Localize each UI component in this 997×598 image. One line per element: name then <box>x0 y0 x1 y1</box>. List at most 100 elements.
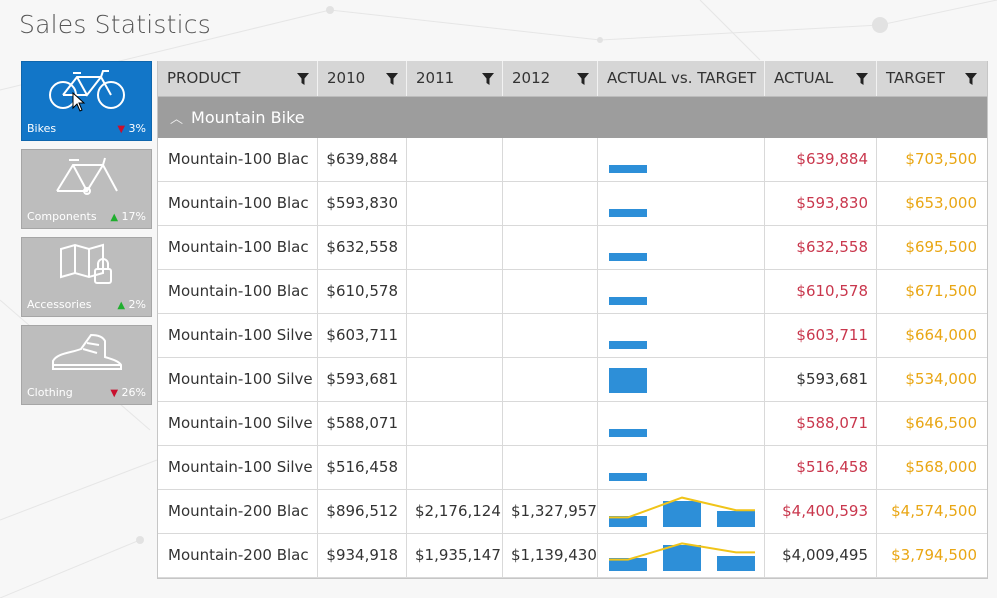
table-row[interactable]: Mountain-100 Blac $632,558 $632,558 $695,50… <box>158 226 987 270</box>
column-header-label: PRODUCT <box>167 69 241 87</box>
column-header-actual[interactable]: ACTUAL <box>765 61 877 96</box>
sparkline-line <box>609 496 755 519</box>
cell-product: Mountain-100 Blac <box>158 138 318 182</box>
cell-target: $671,500 <box>905 282 977 300</box>
grid-body: Mountain-100 Blac $639,884 $639,884 $703,50… <box>158 138 987 578</box>
bike-frame-icon <box>56 157 118 195</box>
cell-2011 <box>407 402 503 446</box>
tile-change: ▼ 3% <box>117 122 146 135</box>
cell-2011 <box>407 138 503 182</box>
table-row[interactable]: Mountain-100 Silve $593,681 $593,681 $534,0… <box>158 358 987 402</box>
sparkline-bar <box>609 297 647 305</box>
sparkline-bar <box>609 209 647 217</box>
cell-2011 <box>407 314 503 358</box>
tile-change: ▲ 2% <box>117 298 146 311</box>
table-row[interactable]: Mountain-100 Blac $639,884 $639,884 $703,50… <box>158 138 987 182</box>
cell-actual: $4,009,495 <box>765 534 877 578</box>
column-header-2010[interactable]: 2010 <box>318 61 407 96</box>
column-header-2011[interactable]: 2011 <box>407 61 503 96</box>
up-triangle-icon: ▲ <box>110 212 119 223</box>
sparkline-bar <box>609 165 647 173</box>
cell-2010: $639,884 <box>318 138 407 182</box>
cell-product: Mountain-100 Silve <box>158 446 318 490</box>
filter-icon[interactable] <box>297 73 309 85</box>
sparkline-bar <box>663 545 701 571</box>
filter-icon[interactable] <box>482 73 494 85</box>
column-header-label: 2011 <box>416 69 455 87</box>
tile-change: ▼ 26% <box>110 386 146 399</box>
table-row[interactable]: Mountain-200 Blac $934,918 $1,935,147 $1,13… <box>158 534 987 578</box>
table-row[interactable]: Mountain-200 Blac $896,512 $2,176,124 $1,32… <box>158 490 987 534</box>
sparkline-bar <box>609 341 647 349</box>
cell-product: Mountain-100 Silve <box>158 358 318 402</box>
cell-actual-vs-target <box>598 182 765 226</box>
group-label: Mountain Bike <box>191 108 305 127</box>
sparkline-bar <box>717 556 755 571</box>
tile-components[interactable]: Components ▲ 17% <box>21 149 152 229</box>
cell-actual-vs-target <box>598 402 765 446</box>
cell-actual: $632,558 <box>765 226 877 270</box>
page-title: Sales Statistics <box>19 10 211 39</box>
sparkline-chart <box>609 473 647 481</box>
table-row[interactable]: Mountain-100 Silve $588,071 $588,071 $646,5… <box>158 402 987 446</box>
cell-actual: $588,071 <box>765 402 877 446</box>
cell-2010: $593,830 <box>318 182 407 226</box>
cell-product: Mountain-100 Blac <box>158 226 318 270</box>
table-row[interactable]: Mountain-100 Blac $610,578 $610,578 $671,50… <box>158 270 987 314</box>
cell-product: Mountain-200 Blac <box>158 534 318 578</box>
cell-2010: $603,711 <box>318 314 407 358</box>
cell-2012: $1,327,957 <box>503 490 598 534</box>
filter-icon[interactable] <box>386 73 398 85</box>
sparkline-chart <box>609 429 647 437</box>
sneaker-icon <box>52 333 122 370</box>
sparkline-bar <box>609 253 647 261</box>
down-triangle-icon: ▼ <box>110 388 119 399</box>
cell-product: Mountain-100 Blac <box>158 270 318 314</box>
column-header-actual-vs-target[interactable]: ACTUAL vs. TARGET <box>598 61 765 96</box>
cell-2012 <box>503 358 598 402</box>
chevron-up-icon[interactable]: ︿ <box>170 112 184 127</box>
column-header-label: TARGET <box>886 69 945 87</box>
cell-2011 <box>407 270 503 314</box>
filter-icon[interactable] <box>577 73 589 85</box>
tile-bikes[interactable]: Bikes ▼ 3% <box>21 61 152 141</box>
sales-grid: PRODUCT 2010 2011 2012 ACTUAL vs. TARGET… <box>157 61 988 579</box>
cell-actual: $603,711 <box>765 314 877 358</box>
tile-clothing[interactable]: Clothing ▼ 26% <box>21 325 152 405</box>
category-tiles: Bikes ▼ 3% Components ▲ 17% Accessories … <box>21 61 152 413</box>
cell-2012 <box>503 182 598 226</box>
table-row[interactable]: Mountain-100 Blac $593,830 $593,830 $653,00… <box>158 182 987 226</box>
sparkline-bar <box>609 558 647 571</box>
table-row[interactable]: Mountain-100 Silve $603,711 $603,711 $664,0… <box>158 314 987 358</box>
cell-2010: $896,512 <box>318 490 407 534</box>
cell-2012 <box>503 402 598 446</box>
cell-2012 <box>503 446 598 490</box>
column-header-2012[interactable]: 2012 <box>503 61 598 96</box>
cell-actual: $639,884 <box>765 138 877 182</box>
sparkline-chart <box>609 542 755 571</box>
filter-icon[interactable] <box>856 73 868 85</box>
cell-product: Mountain-100 Silve <box>158 402 318 446</box>
grid-header: PRODUCT 2010 2011 2012 ACTUAL vs. TARGET… <box>158 61 987 97</box>
cell-target: $664,000 <box>905 326 977 344</box>
table-row[interactable]: Mountain-100 Silve $516,458 $516,458 $568,0… <box>158 446 987 490</box>
cell-2011 <box>407 226 503 270</box>
column-header-product[interactable]: PRODUCT <box>158 61 318 96</box>
tile-accessories[interactable]: Accessories ▲ 2% <box>21 237 152 317</box>
tile-label: Bikes <box>27 122 57 135</box>
sparkline-bar <box>609 516 647 527</box>
sparkline-chart <box>609 297 647 305</box>
column-header-label: 2012 <box>512 69 551 87</box>
column-header-target[interactable]: TARGET <box>877 61 985 96</box>
cell-2012 <box>503 138 598 182</box>
cell-product: Mountain-100 Silve <box>158 314 318 358</box>
cell-actual-vs-target <box>598 138 765 182</box>
sparkline-line <box>609 542 755 561</box>
group-row[interactable]: ︿ Mountain Bike <box>158 97 987 138</box>
cell-2011 <box>407 182 503 226</box>
tile-change: ▲ 17% <box>110 210 146 223</box>
cell-2011: $2,176,124 <box>407 490 503 534</box>
tile-label: Components <box>27 210 97 223</box>
down-triangle-icon: ▼ <box>117 124 126 135</box>
filter-icon[interactable] <box>965 73 977 85</box>
